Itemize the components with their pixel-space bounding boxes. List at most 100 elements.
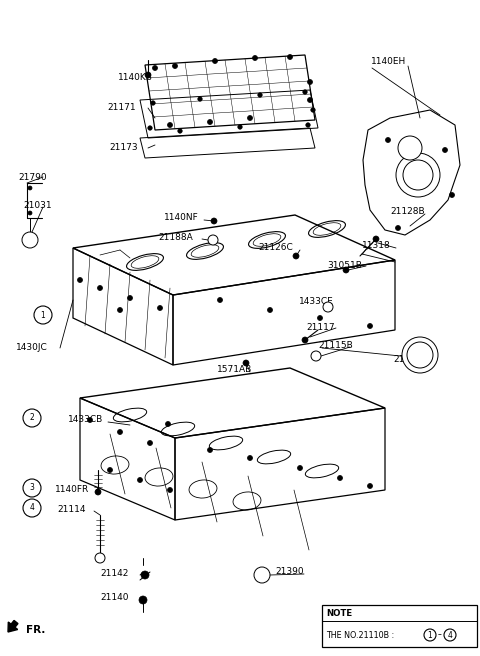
Text: 21173: 21173: [109, 144, 138, 152]
Circle shape: [248, 455, 252, 461]
Circle shape: [95, 489, 101, 495]
Text: FR.: FR.: [26, 625, 46, 635]
Text: 1571AB: 1571AB: [217, 365, 252, 375]
Circle shape: [145, 72, 151, 78]
Text: 4: 4: [30, 504, 35, 512]
Circle shape: [288, 54, 292, 60]
Text: 1: 1: [428, 630, 432, 640]
Text: 21128B: 21128B: [390, 207, 425, 216]
Circle shape: [252, 56, 257, 60]
Circle shape: [157, 306, 163, 310]
Circle shape: [323, 302, 333, 312]
Circle shape: [97, 285, 103, 291]
Circle shape: [23, 499, 41, 517]
Circle shape: [373, 236, 379, 242]
Circle shape: [168, 123, 172, 127]
Circle shape: [343, 267, 349, 273]
Circle shape: [28, 186, 32, 190]
Circle shape: [198, 97, 202, 101]
Circle shape: [22, 232, 38, 248]
Text: 21114: 21114: [57, 506, 85, 514]
Circle shape: [148, 126, 152, 130]
Circle shape: [108, 468, 112, 472]
Circle shape: [217, 298, 223, 302]
Text: 21142: 21142: [100, 569, 128, 579]
Circle shape: [238, 125, 242, 129]
Circle shape: [207, 119, 213, 125]
Circle shape: [211, 218, 217, 224]
Text: 21126C: 21126C: [258, 243, 293, 253]
Circle shape: [298, 466, 302, 470]
Text: 3: 3: [30, 483, 35, 493]
Text: 4: 4: [447, 630, 453, 640]
Circle shape: [308, 98, 312, 102]
Circle shape: [444, 629, 456, 641]
Circle shape: [77, 277, 83, 283]
Text: THE NO.21110B :: THE NO.21110B :: [326, 630, 397, 640]
Circle shape: [402, 337, 438, 373]
Circle shape: [398, 136, 422, 160]
Text: 1140FR: 1140FR: [55, 485, 89, 495]
Circle shape: [258, 92, 262, 97]
Circle shape: [147, 440, 153, 445]
Circle shape: [178, 129, 182, 133]
Circle shape: [139, 596, 147, 604]
Circle shape: [95, 553, 105, 563]
Circle shape: [141, 571, 149, 579]
Text: 1140KB: 1140KB: [118, 73, 153, 83]
Text: 21115B: 21115B: [318, 342, 353, 350]
Circle shape: [166, 422, 170, 426]
Circle shape: [403, 160, 433, 190]
Text: 21790: 21790: [18, 173, 47, 182]
Circle shape: [311, 351, 321, 361]
Circle shape: [118, 308, 122, 312]
Circle shape: [243, 360, 249, 366]
Text: 21188A: 21188A: [158, 232, 193, 241]
Circle shape: [207, 447, 213, 453]
Text: 1: 1: [41, 310, 46, 319]
Circle shape: [306, 123, 310, 127]
Circle shape: [449, 192, 455, 197]
Circle shape: [396, 153, 440, 197]
Text: 21031: 21031: [23, 201, 52, 209]
Circle shape: [302, 337, 308, 343]
Text: –: –: [438, 630, 442, 640]
Circle shape: [118, 430, 122, 434]
Text: 21140: 21140: [100, 594, 129, 602]
Text: 21171: 21171: [107, 104, 136, 112]
Circle shape: [317, 316, 323, 321]
Circle shape: [172, 64, 178, 68]
Circle shape: [303, 90, 307, 94]
Circle shape: [337, 476, 343, 480]
Circle shape: [308, 79, 312, 85]
Circle shape: [128, 295, 132, 300]
Circle shape: [248, 115, 252, 121]
Text: 21390: 21390: [275, 567, 304, 577]
Circle shape: [153, 66, 157, 70]
Text: 1140EH: 1140EH: [371, 58, 406, 66]
Circle shape: [23, 409, 41, 427]
Circle shape: [23, 479, 41, 497]
Text: 21443: 21443: [393, 356, 421, 365]
Text: 1433CB: 1433CB: [68, 415, 103, 424]
Circle shape: [424, 629, 436, 641]
FancyArrow shape: [8, 621, 18, 632]
Circle shape: [87, 417, 93, 422]
Circle shape: [137, 478, 143, 483]
Circle shape: [293, 253, 299, 259]
Circle shape: [213, 58, 217, 64]
Circle shape: [368, 483, 372, 489]
Text: 1140NF: 1140NF: [164, 213, 199, 222]
Circle shape: [34, 306, 52, 324]
Circle shape: [368, 323, 372, 329]
Circle shape: [396, 226, 400, 230]
Bar: [322, 605, 477, 647]
Text: 1433CE: 1433CE: [299, 298, 334, 306]
Circle shape: [254, 567, 270, 583]
Circle shape: [168, 487, 172, 493]
Text: 1430JC: 1430JC: [16, 344, 48, 352]
Text: 11318: 11318: [362, 241, 391, 251]
Text: 21117: 21117: [306, 323, 335, 333]
Circle shape: [28, 211, 32, 215]
Circle shape: [151, 101, 155, 105]
